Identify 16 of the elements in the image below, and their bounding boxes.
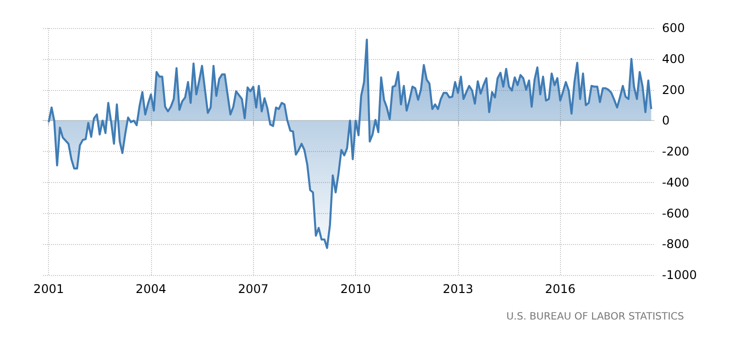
y-tick-label: -1000 [662, 268, 697, 282]
text: U.S. BUREAU OF LABOR STATISTICS [506, 312, 684, 322]
y-tick-label: 600 [662, 21, 685, 35]
y-tick-label: -600 [662, 206, 690, 220]
x-tick-label: 2013 [442, 282, 474, 296]
x-tick-label: 2010 [340, 282, 371, 296]
y-tick-label: 200 [662, 82, 685, 97]
y-tick-label: -200 [662, 144, 690, 158]
x-tick-label: 2001 [33, 282, 64, 296]
y-tick-label: 0 [662, 114, 670, 128]
x-tick-label: 2004 [136, 282, 166, 296]
y-tick-label: 400 [662, 52, 685, 66]
y-tick-label: -400 [662, 175, 690, 190]
x-tick-label: 2016 [544, 282, 576, 296]
x-tick-label: 2007 [238, 282, 269, 296]
y-tick-label: -800 [662, 237, 690, 252]
